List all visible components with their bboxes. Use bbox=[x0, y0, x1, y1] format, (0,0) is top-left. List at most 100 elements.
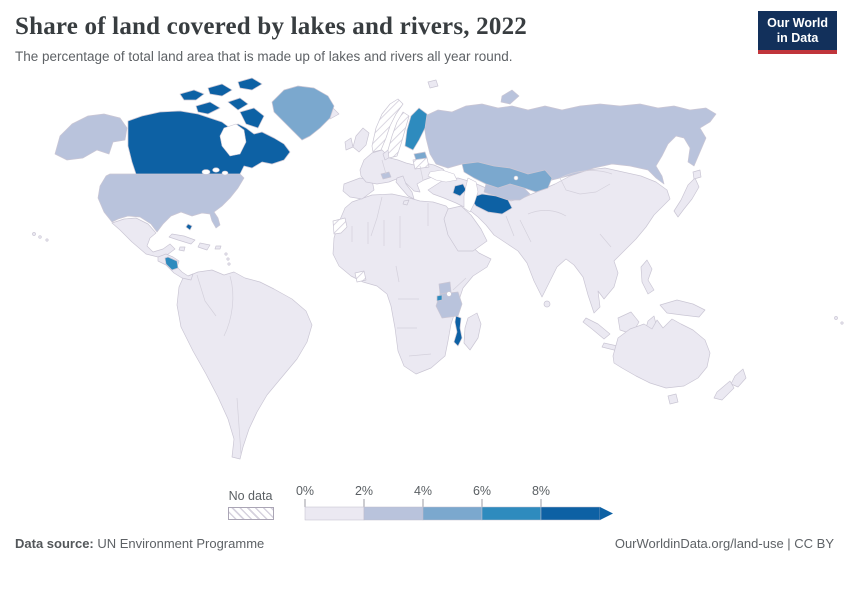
world-choropleth-map bbox=[0, 66, 850, 478]
great-lake-1 bbox=[201, 169, 211, 175]
legend-color-bar: 0% 2% 4% 6% 8% bbox=[295, 484, 613, 521]
owid-credit-link[interactable]: OurWorldinData.org/land-use | CC BY bbox=[614, 536, 834, 551]
island-novaya-zemlya[interactable] bbox=[500, 89, 520, 105]
island-sumatra[interactable] bbox=[582, 317, 611, 340]
country-azerbaijan[interactable] bbox=[452, 183, 467, 197]
country-switzerland[interactable] bbox=[380, 171, 392, 180]
legend-tick-label-1: 2% bbox=[354, 484, 372, 498]
legend-bin-4-6[interactable] bbox=[422, 506, 482, 521]
country-ireland[interactable] bbox=[344, 137, 354, 151]
inland-water bbox=[201, 123, 519, 297]
canada-arctic-island-4[interactable] bbox=[195, 101, 221, 115]
country-finland[interactable] bbox=[404, 107, 428, 151]
chart-footer: Data source: UN Environment Programme Ou… bbox=[0, 522, 850, 551]
world-map-svg bbox=[32, 77, 844, 460]
island-sicily[interactable] bbox=[402, 199, 410, 206]
legend-no-data-label: No data bbox=[228, 489, 273, 503]
country-nicaragua[interactable] bbox=[164, 256, 179, 271]
country-philippines[interactable] bbox=[640, 259, 655, 295]
country-turkmenistan[interactable] bbox=[469, 193, 513, 215]
owid-logo-line2: in Data bbox=[776, 30, 819, 45]
lake-victoria bbox=[446, 291, 452, 297]
islands-hawaii-1[interactable] bbox=[32, 232, 36, 236]
country-sri-lanka[interactable] bbox=[543, 300, 551, 308]
country-uganda[interactable] bbox=[438, 281, 452, 295]
country-puerto-rico[interactable] bbox=[214, 245, 222, 250]
data-source-label: Data source: bbox=[15, 536, 94, 551]
caspian-sea bbox=[463, 177, 479, 213]
legend-tick-label-3: 6% bbox=[472, 484, 490, 498]
islands-lesser-antilles-1[interactable] bbox=[224, 252, 228, 256]
island-svalbard[interactable] bbox=[427, 79, 439, 89]
legend-tick-label-0: 0% bbox=[295, 484, 313, 498]
islands-lesser-antilles-3[interactable] bbox=[227, 262, 231, 266]
islands-hawaii-3[interactable] bbox=[45, 238, 49, 242]
island-hispaniola[interactable] bbox=[197, 242, 211, 251]
country-jamaica[interactable] bbox=[178, 246, 186, 252]
island-new-guinea[interactable] bbox=[659, 299, 706, 318]
canada-baffin-island[interactable] bbox=[239, 107, 265, 129]
legend-bin-2-4[interactable] bbox=[363, 506, 423, 521]
country-kazakhstan[interactable] bbox=[461, 161, 553, 193]
legend-arrow-tip bbox=[599, 507, 613, 520]
country-australia[interactable] bbox=[612, 318, 711, 389]
legend-bin-8-plus[interactable] bbox=[540, 506, 600, 521]
legend-bin-6-8[interactable] bbox=[481, 506, 541, 521]
legend-tick-label-4: 8% bbox=[531, 484, 549, 498]
country-mexico[interactable] bbox=[111, 217, 176, 258]
country-cote-divoire-no-data[interactable] bbox=[354, 270, 367, 283]
country-sweden-no-data[interactable] bbox=[387, 111, 410, 159]
islands-lesser-antilles-2[interactable] bbox=[226, 257, 230, 261]
islands-fiji-2[interactable] bbox=[840, 321, 844, 325]
islands-fiji-1[interactable] bbox=[834, 316, 838, 320]
country-canada[interactable] bbox=[127, 110, 291, 175]
canada-arctic-island-1[interactable] bbox=[179, 89, 205, 101]
country-greenland[interactable] bbox=[271, 85, 335, 141]
country-madagascar[interactable] bbox=[463, 312, 482, 351]
legend-tick-label-2: 4% bbox=[413, 484, 431, 498]
country-alaska-us[interactable] bbox=[54, 113, 128, 161]
canada-arctic-island-2[interactable] bbox=[207, 83, 233, 97]
island-hokkaido[interactable] bbox=[692, 169, 702, 180]
country-spain-portugal[interactable] bbox=[342, 177, 375, 200]
map-legend: No data 0% 2% 4% 6% 8% bbox=[0, 478, 850, 522]
country-south-america[interactable] bbox=[176, 269, 313, 460]
islands-hawaii-2[interactable] bbox=[38, 235, 42, 239]
great-lake-3 bbox=[221, 170, 229, 176]
country-tanzania[interactable] bbox=[435, 291, 463, 319]
black-sea bbox=[427, 169, 458, 183]
country-borders bbox=[196, 159, 613, 455]
legend-no-data-swatch[interactable] bbox=[227, 507, 274, 520]
country-united-kingdom[interactable] bbox=[352, 127, 370, 153]
country-italy[interactable] bbox=[395, 175, 415, 200]
country-new-zealand-south[interactable] bbox=[713, 380, 735, 401]
canada-arctic-island-5[interactable] bbox=[227, 97, 249, 111]
island-tasmania[interactable] bbox=[667, 393, 679, 405]
countries-bin-4-6 bbox=[271, 85, 553, 193]
country-cuba[interactable] bbox=[168, 233, 196, 245]
country-malawi[interactable] bbox=[453, 315, 463, 347]
country-japan[interactable] bbox=[673, 177, 700, 218]
aral-sea bbox=[513, 175, 519, 181]
country-new-zealand-north[interactable] bbox=[730, 368, 747, 388]
legend-bin-0-2[interactable] bbox=[304, 506, 364, 521]
country-united-states[interactable] bbox=[97, 173, 245, 233]
countries-no-data bbox=[332, 98, 430, 283]
countries-bin-2-4 bbox=[54, 89, 717, 319]
country-western-sahara-no-data[interactable] bbox=[332, 217, 348, 235]
region-arabian-peninsula[interactable] bbox=[443, 205, 488, 252]
region-baltics-no-data[interactable] bbox=[412, 157, 430, 170]
canada-arctic-island-3[interactable] bbox=[237, 77, 263, 91]
data-source-value: UN Environment Programme bbox=[93, 536, 265, 551]
owid-logo[interactable]: Our World in Data bbox=[758, 11, 837, 54]
chart-header: Share of land covered by lakes and river… bbox=[0, 0, 850, 64]
countries-bin-6-8 bbox=[164, 107, 443, 302]
country-rwanda[interactable] bbox=[436, 294, 443, 302]
data-source: Data source: UN Environment Programme bbox=[15, 536, 264, 551]
legend-no-data: No data bbox=[227, 489, 274, 522]
great-lake-2 bbox=[212, 167, 220, 173]
country-norway-no-data[interactable] bbox=[371, 98, 404, 153]
country-bahamas[interactable] bbox=[185, 223, 193, 231]
page-title: Share of land covered by lakes and river… bbox=[15, 13, 527, 40]
